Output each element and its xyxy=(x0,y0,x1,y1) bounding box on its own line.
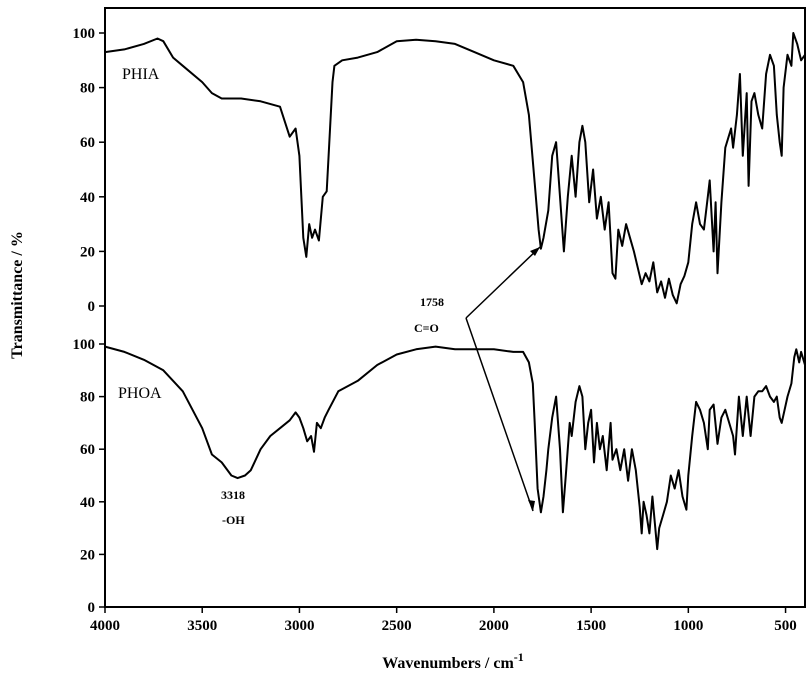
x-tick-label: 1000 xyxy=(673,618,703,634)
series-line-phoa xyxy=(104,345,806,551)
y-tick-label: 100 xyxy=(73,337,96,353)
axes-layer: 4000 3500 3000 2500 2000 1500 1000 500020406080… xyxy=(73,7,806,634)
arrowhead-phia-1758 xyxy=(530,247,540,256)
plot-frame xyxy=(104,7,806,608)
x-tick-label: 3500 xyxy=(187,618,217,634)
x-tick-label: 1500 xyxy=(576,618,606,634)
y-tick-label: 40 xyxy=(80,495,95,511)
y-tick-label: 20 xyxy=(80,244,95,260)
series-line-phia xyxy=(104,32,806,305)
traces-layer xyxy=(104,32,806,551)
y-tick-label: 80 xyxy=(80,390,95,406)
y-tick-label: 20 xyxy=(80,547,95,563)
annotations-layer: PHIA PHOA 1758 C=O 3318 -OH Transmittanc… xyxy=(9,66,541,672)
x-tick-label: 3000 xyxy=(284,618,314,634)
x-axis-title-superscript: -1 xyxy=(514,650,524,664)
y-tick-label: 80 xyxy=(80,81,95,97)
x-tick-label: 2500 xyxy=(382,618,412,634)
x-axis-title: Wavenumbers / cm-1 xyxy=(382,650,524,672)
y-tick-label: 0 xyxy=(88,299,96,315)
x-tick-label: 500 xyxy=(774,618,797,634)
x-tick-label: 4000 xyxy=(90,618,120,634)
arrow-to-phia-1758 xyxy=(465,246,541,319)
y-tick-label: 0 xyxy=(88,600,96,616)
series-label-phia: PHIA xyxy=(122,66,160,83)
x-axis-title-text: Wavenumbers / cm xyxy=(382,655,514,672)
arrowhead-phoa-1758 xyxy=(528,500,535,511)
annotation-1758-group: C=O xyxy=(414,321,439,335)
arrow-to-phoa-1758 xyxy=(465,317,534,512)
series-label-phoa: PHOA xyxy=(118,385,162,402)
y-tick-label: 60 xyxy=(80,135,95,151)
annotation-3318-wavenumber: 3318 xyxy=(221,488,245,502)
annotation-1758-wavenumber: 1758 xyxy=(420,295,444,309)
y-tick-label: 100 xyxy=(73,26,96,42)
y-axis-title: Transmittance / % xyxy=(9,231,26,359)
y-tick-label: 60 xyxy=(80,442,95,458)
x-tick-label: 2000 xyxy=(479,618,509,634)
y-tick-label: 40 xyxy=(80,190,95,206)
annotation-3318-group: -OH xyxy=(222,513,245,527)
